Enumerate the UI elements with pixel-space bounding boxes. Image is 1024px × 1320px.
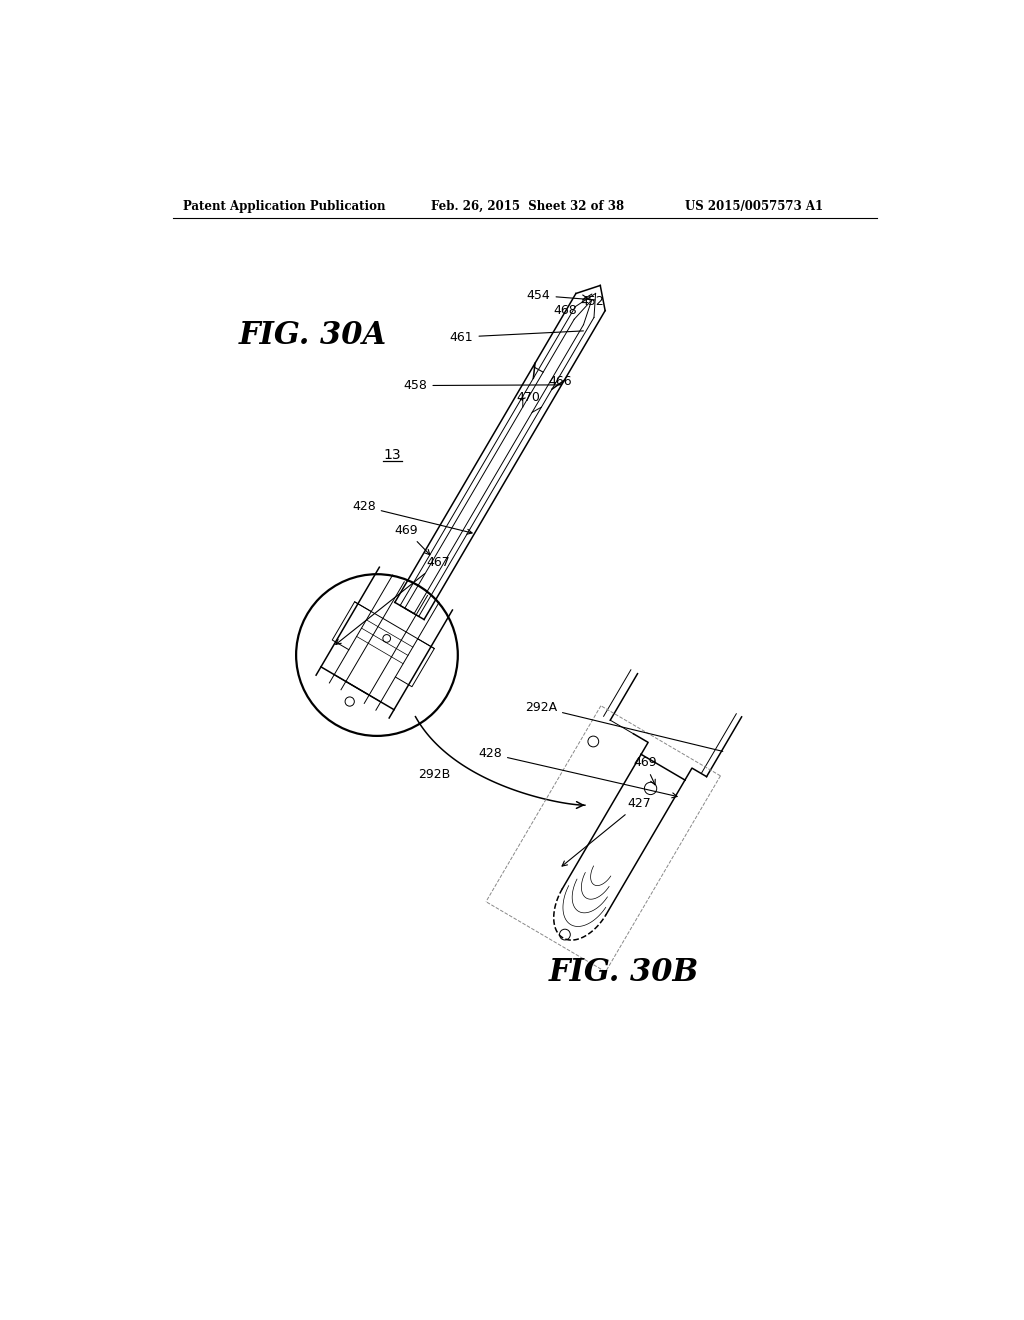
Text: 458: 458 [403,379,561,392]
Text: 427: 427 [562,797,650,866]
Text: 469: 469 [633,756,656,785]
Circle shape [559,929,570,940]
Text: Patent Application Publication: Patent Application Publication [183,199,385,213]
Text: 467: 467 [336,556,451,644]
Circle shape [345,697,354,706]
Text: 461: 461 [450,330,584,343]
Text: Feb. 26, 2015  Sheet 32 of 38: Feb. 26, 2015 Sheet 32 of 38 [431,199,624,213]
Circle shape [588,737,599,747]
Text: 292A: 292A [525,701,723,751]
Text: 466: 466 [534,367,572,388]
Text: 470: 470 [516,391,540,404]
Text: 292B: 292B [419,768,451,781]
Text: FIG. 30A: FIG. 30A [239,319,386,351]
Text: 469: 469 [394,524,430,554]
Text: FIG. 30B: FIG. 30B [549,957,698,987]
Text: 428: 428 [352,500,472,535]
Text: US 2015/0057573 A1: US 2015/0057573 A1 [685,199,823,213]
Text: 468: 468 [554,294,592,317]
Circle shape [383,635,390,643]
Text: 428: 428 [478,747,677,797]
Text: 452: 452 [581,294,604,308]
Circle shape [644,783,656,795]
Text: 13: 13 [384,447,401,462]
Text: 454: 454 [526,289,595,302]
